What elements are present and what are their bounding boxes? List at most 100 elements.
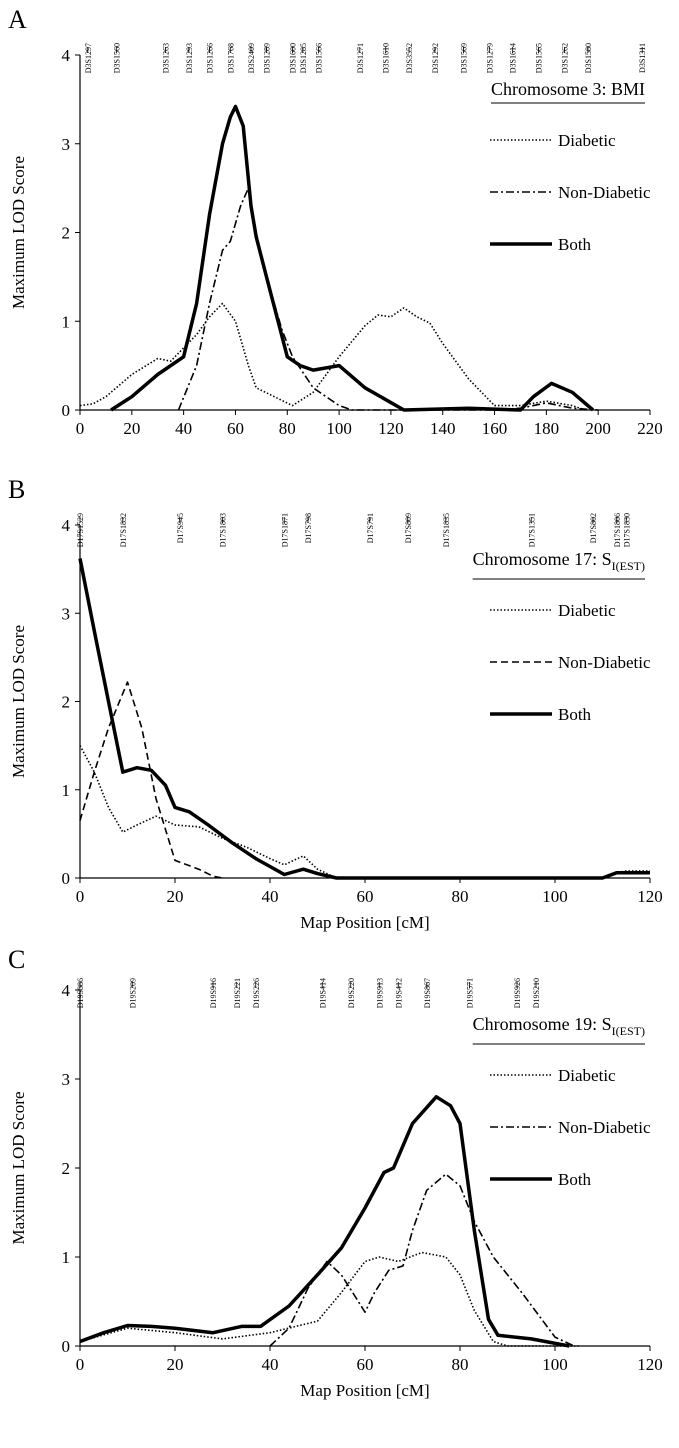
marker-label: D19S867: [423, 978, 432, 1008]
x-tick-label: 120: [637, 887, 663, 906]
legend-label: Non-Diabetic: [558, 1118, 651, 1137]
title-main: Chromosome 17: S: [473, 549, 612, 569]
x-tick-label: 60: [227, 419, 244, 438]
x-tick-label: 100: [542, 887, 568, 906]
marker-label: D17S802: [589, 513, 598, 543]
x-axis-label: Map Position [cM]: [300, 1381, 429, 1400]
marker-label: D3S1263: [162, 43, 171, 73]
chart-title: Chromosome 17: SI(EST): [473, 549, 645, 573]
marker-label: D3S1580: [584, 43, 593, 73]
x-tick-label: 60: [357, 1355, 374, 1374]
title-main: Chromosome 19: S: [473, 1014, 612, 1034]
series-line: [177, 187, 599, 411]
marker-label: D3S1289: [263, 43, 272, 73]
x-tick-label: 60: [357, 887, 374, 906]
marker-label: D17S809: [404, 513, 413, 543]
x-tick-label: 80: [452, 1355, 469, 1374]
x-tick-label: 100: [326, 419, 352, 438]
y-axis-label: Maximum LOD Score: [9, 625, 28, 778]
y-tick-label: 1: [62, 312, 71, 331]
marker-label: D3S1285: [299, 43, 308, 73]
chart-title: Chromosome 19: SI(EST): [473, 1014, 645, 1038]
y-tick-label: 1: [62, 781, 71, 800]
x-tick-label: 20: [123, 419, 140, 438]
x-tick-label: 120: [637, 1355, 663, 1374]
marker-label: D19S886: [76, 978, 85, 1008]
title-subscript: I(EST): [612, 1024, 645, 1038]
x-tick-label: 40: [175, 419, 192, 438]
x-tick-label: 0: [76, 887, 85, 906]
x-axis-label: Map Position [cM]: [300, 913, 429, 932]
marker-label: D17S1529: [76, 513, 85, 547]
y-axis-label: Maximum LOD Score: [9, 1092, 28, 1245]
marker-label: D3S1292: [431, 43, 440, 73]
marker-label: D19S926: [513, 978, 522, 1008]
legend-label: Both: [558, 235, 592, 254]
panel-label: A: [8, 5, 27, 34]
legend-label: Non-Diabetic: [558, 653, 651, 672]
legend-label: Both: [558, 705, 592, 724]
series-line: [79, 302, 586, 411]
marker-label: D17S1835: [442, 513, 451, 547]
marker-label: D19S226: [252, 978, 261, 1008]
marker-label: D17S1806: [613, 513, 622, 547]
y-tick-label: 3: [62, 604, 71, 623]
marker-label: D3S1279: [485, 43, 494, 73]
y-tick-label: 1: [62, 1248, 71, 1267]
legend-label: Diabetic: [558, 601, 616, 620]
x-tick-label: 200: [585, 419, 611, 438]
x-tick-label: 0: [76, 419, 85, 438]
marker-label: D3S2409: [247, 43, 256, 73]
panel-label: B: [8, 475, 25, 504]
legend-label: Diabetic: [558, 1066, 616, 1085]
y-tick-label: 0: [62, 401, 71, 420]
legend-label: Diabetic: [558, 131, 616, 150]
x-tick-label: 80: [279, 419, 296, 438]
marker-label: D17S1871: [280, 513, 289, 547]
x-tick-label: 140: [430, 419, 456, 438]
panel-label: C: [8, 945, 25, 974]
marker-label: D3S1271: [356, 43, 365, 73]
series-line: [79, 1095, 570, 1348]
marker-label: D17S1803: [219, 513, 228, 547]
marker-label: D17S791: [366, 513, 375, 543]
marker-label: D19S571: [466, 978, 475, 1008]
x-tick-label: 100: [542, 1355, 568, 1374]
marker-label: D17S1351: [527, 513, 536, 547]
legend-label: Non-Diabetic: [558, 183, 651, 202]
x-tick-label: 120: [378, 419, 404, 438]
marker-label: D3S1614: [509, 43, 518, 73]
marker-label: D17S798: [304, 513, 313, 543]
marker-label: D19S414: [318, 978, 327, 1008]
marker-label: D19S220: [347, 978, 356, 1008]
marker-label: D19S221: [233, 978, 242, 1008]
y-tick-label: 3: [62, 1070, 71, 1089]
marker-label: D3S1266: [206, 43, 215, 73]
x-tick-label: 80: [452, 887, 469, 906]
marker-label: D19S210: [532, 978, 541, 1008]
marker-label: D17S1830: [622, 513, 631, 547]
marker-label: D3S1566: [314, 43, 323, 73]
chart-title: Chromosome 3: BMI: [491, 79, 645, 99]
series-line: [110, 104, 595, 412]
marker-label: D19S913: [375, 978, 384, 1008]
marker-label: D3S1297: [84, 43, 93, 73]
series-line: [79, 681, 223, 879]
series-line: [79, 745, 650, 879]
marker-label: D17S1832: [119, 513, 128, 547]
x-tick-label: 40: [262, 1355, 279, 1374]
series-line: [78, 558, 650, 880]
marker-label: D3S1569: [459, 43, 468, 73]
marker-label: D3S1293: [185, 43, 194, 73]
y-axis-label: Maximum LOD Score: [9, 156, 28, 309]
x-tick-label: 0: [76, 1355, 85, 1374]
x-tick-label: 20: [167, 887, 184, 906]
x-tick-label: 20: [167, 1355, 184, 1374]
y-tick-label: 0: [62, 1337, 71, 1356]
marker-label: D19S916: [209, 978, 218, 1008]
x-tick-label: 160: [482, 419, 508, 438]
marker-label: D3S1610: [382, 43, 391, 73]
marker-label: D3S1311: [638, 43, 647, 73]
series-line: [269, 1173, 575, 1347]
